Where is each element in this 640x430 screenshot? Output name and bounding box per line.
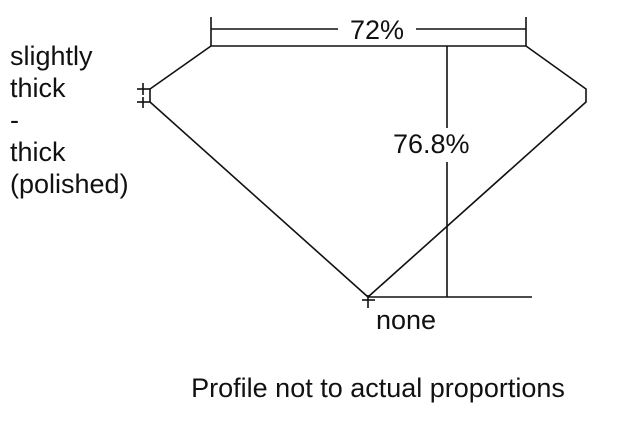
girdle-label: slightly thick - thick (polished): [10, 40, 129, 200]
girdle-label-line: thick: [10, 73, 66, 103]
girdle-label-line: slightly: [10, 41, 93, 71]
depth-percent-label: 76.8%: [393, 129, 470, 159]
girdle-label-line: (polished): [10, 169, 129, 199]
culet-marker: [362, 295, 375, 308]
girdle-label-line: -: [10, 105, 19, 135]
table-percent-label: 72%: [349, 15, 405, 45]
gem-outline: [149, 45, 587, 299]
girdle-marker: [137, 83, 150, 108]
culet-label: none: [376, 305, 437, 335]
girdle-label-line: thick: [10, 137, 66, 167]
caption: Profile not to actual proportions: [191, 373, 565, 403]
